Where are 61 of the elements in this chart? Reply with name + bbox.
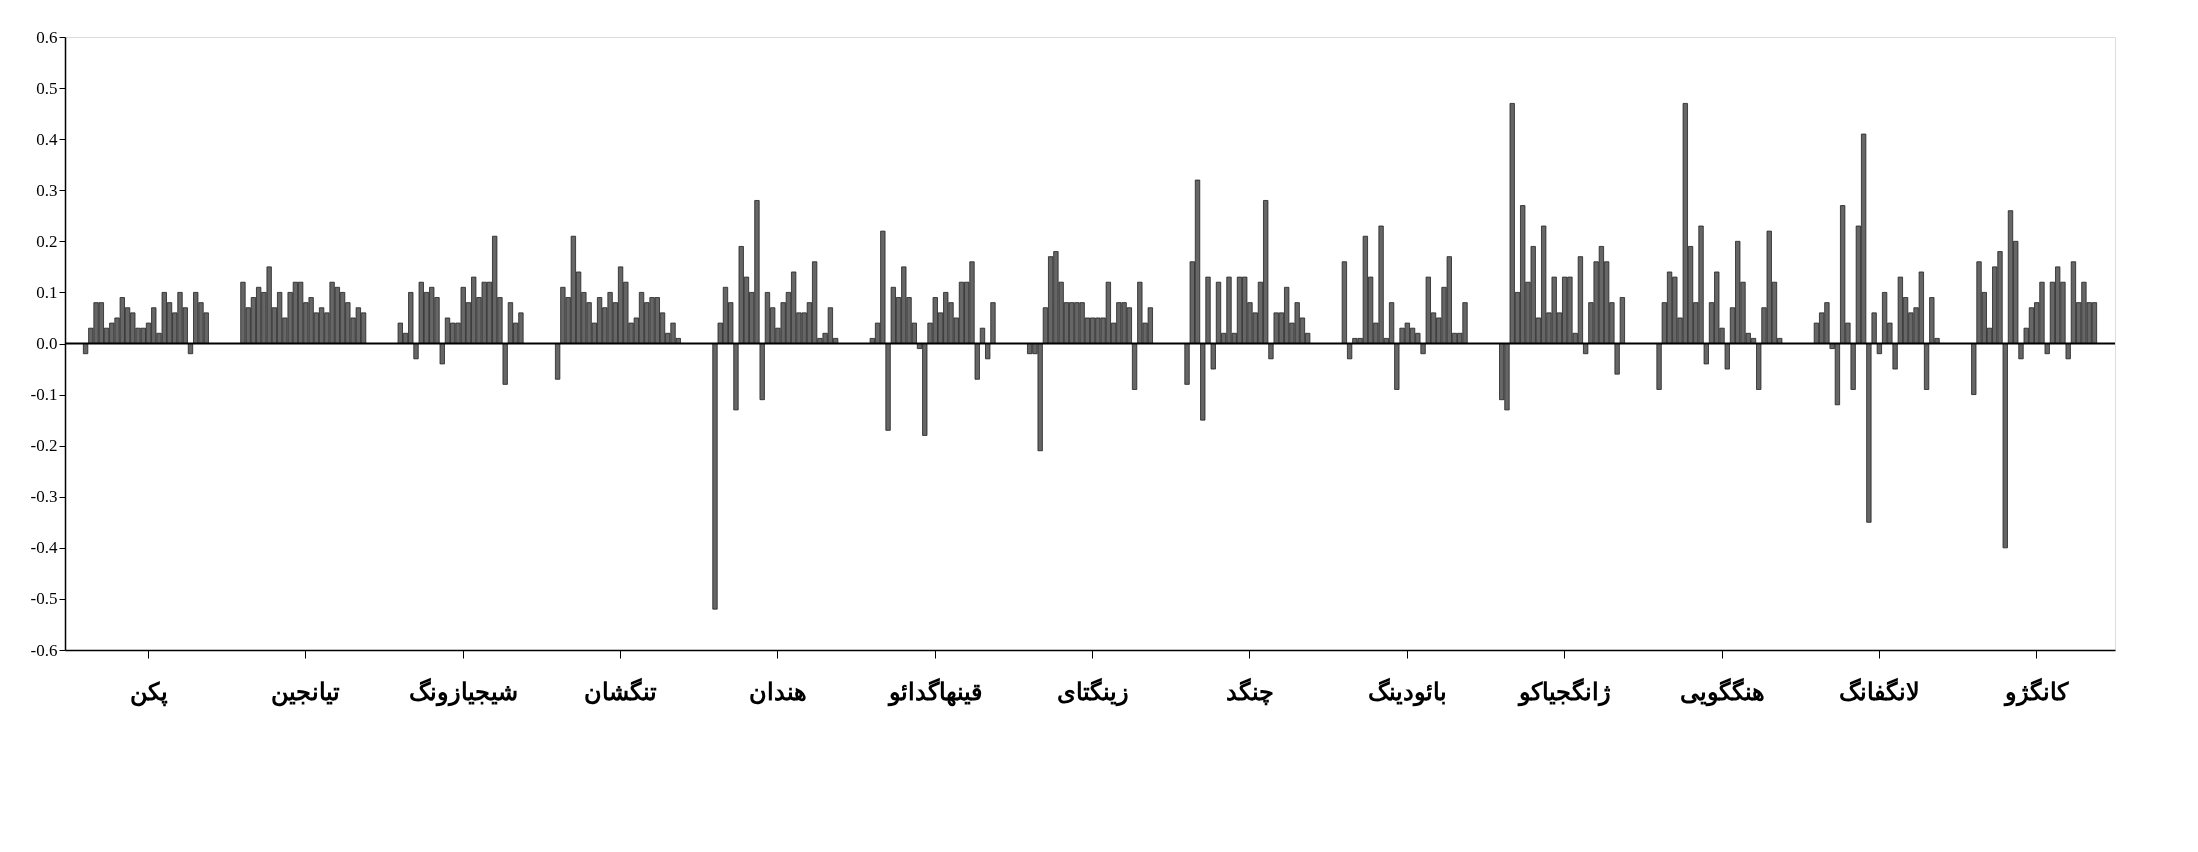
y-tick-label: -0.6 bbox=[30, 640, 58, 660]
bar bbox=[1892, 343, 1898, 370]
bar bbox=[990, 302, 996, 344]
x-tick-label: تنگشان bbox=[584, 676, 658, 705]
bar bbox=[1923, 343, 1930, 390]
x-tick-label: ژانگجیاکو bbox=[1516, 676, 1611, 707]
x-tick-label: هندان bbox=[748, 678, 807, 705]
y-tick-label: 0.3 bbox=[36, 180, 58, 200]
bar bbox=[1703, 343, 1709, 365]
bar bbox=[1184, 343, 1190, 385]
bar bbox=[560, 286, 566, 344]
bar bbox=[1614, 343, 1620, 375]
x-tick-label: بائودینگ bbox=[1367, 676, 1447, 707]
y-tick-label: -0.4 bbox=[30, 538, 58, 558]
bar bbox=[555, 343, 561, 380]
x-tick-label: قینهاگدائو bbox=[886, 676, 982, 707]
bar bbox=[974, 343, 980, 380]
y-tick-label: -0.1 bbox=[30, 385, 58, 405]
y-tick-label: -0.2 bbox=[30, 436, 58, 456]
y-tick-label: -0.5 bbox=[30, 589, 58, 609]
y-tick-label: 0.1 bbox=[36, 282, 58, 302]
x-tick-label: چنگد bbox=[1225, 676, 1274, 706]
y-tick-label: 0.6 bbox=[36, 27, 58, 47]
bar bbox=[1210, 343, 1216, 370]
x-tick-label: تیانجین bbox=[271, 678, 341, 707]
x-tick-label: کانگژو bbox=[2003, 676, 2070, 707]
bar bbox=[1724, 343, 1730, 370]
y-tick-label: 0.5 bbox=[36, 78, 58, 98]
bar bbox=[1200, 343, 1206, 421]
bar bbox=[1866, 343, 1872, 523]
y-tick-label: 0.2 bbox=[36, 231, 58, 251]
bar bbox=[1850, 343, 1856, 390]
bar bbox=[1971, 343, 1977, 395]
bar bbox=[444, 317, 451, 344]
bar bbox=[759, 343, 765, 401]
bar bbox=[733, 343, 739, 411]
bar bbox=[885, 343, 891, 431]
bar bbox=[507, 302, 514, 344]
bar bbox=[1619, 297, 1625, 344]
bar bbox=[1205, 276, 1211, 344]
y-tick-label: -0.3 bbox=[30, 487, 58, 507]
x-tick-label: زینگتای bbox=[1056, 676, 1129, 707]
bar bbox=[1137, 281, 1143, 344]
bar bbox=[712, 343, 718, 610]
bar bbox=[2002, 343, 2008, 549]
x-tick-label: شیجیازونگ bbox=[408, 676, 518, 707]
x-tick-label: پکن bbox=[129, 678, 168, 707]
bar bbox=[1656, 343, 1662, 390]
bar bbox=[1756, 343, 1762, 390]
bar bbox=[1341, 261, 1348, 344]
bar bbox=[1394, 343, 1400, 390]
x-tick-label: لانگفانگ bbox=[1838, 676, 1920, 705]
y-tick-label: 0.4 bbox=[36, 129, 58, 149]
bar bbox=[502, 343, 508, 385]
bar bbox=[1215, 281, 1222, 344]
y-tick-label: 0.0 bbox=[36, 334, 58, 353]
bar bbox=[1871, 312, 1877, 344]
bar bbox=[1131, 343, 1138, 390]
bar bbox=[439, 343, 445, 365]
x-tick-label: هنگگویی bbox=[1679, 676, 1765, 707]
bar bbox=[2070, 261, 2077, 344]
